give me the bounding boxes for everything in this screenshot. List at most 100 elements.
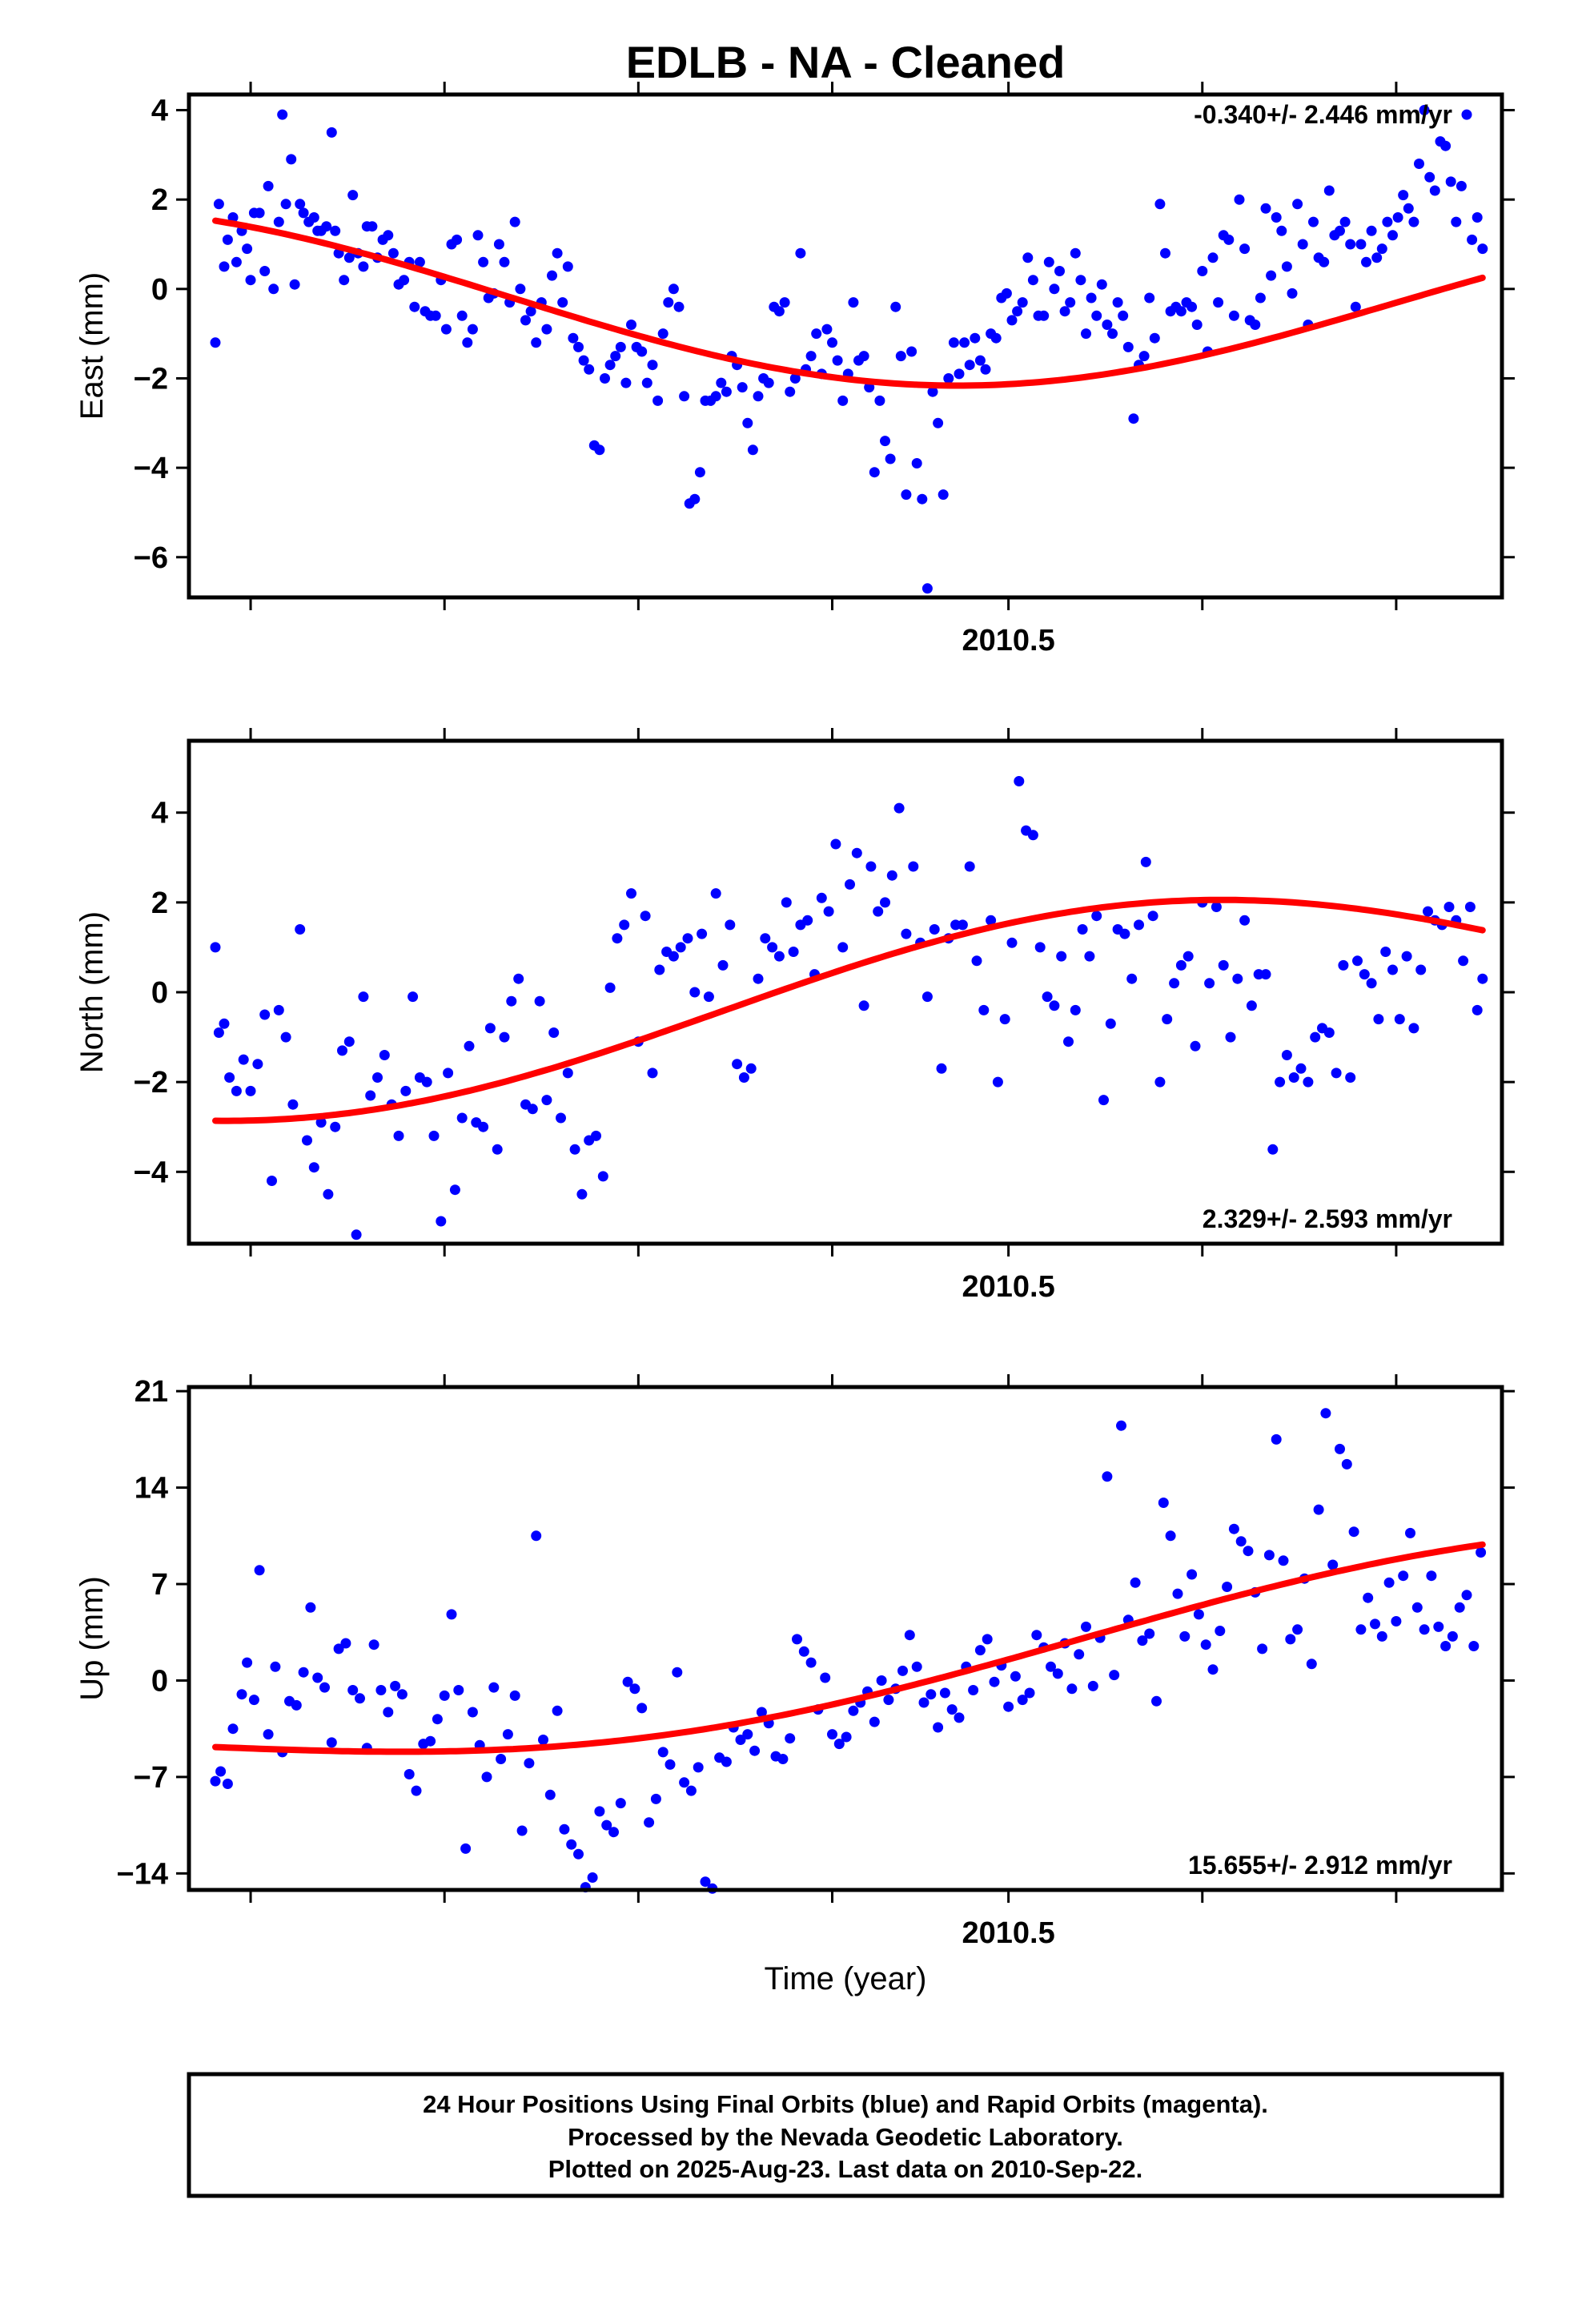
- east-point: [785, 386, 796, 397]
- up-point: [968, 1685, 979, 1695]
- north-point: [408, 991, 419, 1003]
- east-point: [1445, 176, 1456, 187]
- east-point: [1070, 247, 1081, 259]
- east-point: [1138, 351, 1150, 362]
- up-point: [1235, 1536, 1247, 1547]
- east-point: [789, 373, 801, 384]
- north-point: [1408, 1023, 1419, 1034]
- up-point: [326, 1737, 337, 1748]
- up-point: [974, 1645, 986, 1656]
- east-point: [1271, 212, 1282, 223]
- up-point: [749, 1745, 761, 1756]
- east-point: [1154, 199, 1166, 210]
- up-point: [227, 1723, 239, 1735]
- up-point: [1271, 1433, 1282, 1445]
- north-point: [1056, 951, 1067, 962]
- up-point: [573, 1848, 584, 1860]
- east-point: [1043, 256, 1054, 267]
- up-point: [298, 1667, 309, 1678]
- east-point: [1451, 216, 1462, 227]
- up-point: [1179, 1630, 1191, 1642]
- east-point: [600, 373, 610, 384]
- north-point: [788, 947, 799, 957]
- north-point: [245, 1085, 256, 1096]
- up-point: [594, 1806, 605, 1817]
- north-point: [971, 955, 982, 967]
- east-point: [541, 324, 552, 335]
- north-point: [710, 888, 721, 899]
- east-point: [467, 324, 478, 335]
- north-point: [1027, 830, 1038, 841]
- east-point: [557, 297, 568, 308]
- up-point: [946, 1704, 958, 1715]
- east-point: [721, 386, 732, 397]
- north-point: [534, 995, 545, 1007]
- east-point: [959, 337, 970, 348]
- east-point: [1086, 292, 1097, 304]
- up-point: [869, 1716, 880, 1727]
- up-point: [1447, 1630, 1458, 1642]
- east-point: [509, 216, 520, 227]
- up-point: [798, 1646, 809, 1657]
- east-point: [647, 360, 658, 371]
- north-point: [1182, 951, 1194, 962]
- east-point: [1054, 266, 1065, 276]
- north-point: [1225, 1031, 1236, 1043]
- east-point: [689, 493, 701, 505]
- north-point: [1303, 1076, 1314, 1088]
- north-point: [1049, 1000, 1060, 1011]
- east-point: [694, 467, 705, 478]
- north-point: [845, 879, 855, 890]
- north-ytick-label: −4: [134, 1156, 168, 1189]
- up-point: [742, 1729, 753, 1740]
- east-point: [383, 230, 394, 241]
- east-ytick-label: −4: [134, 452, 168, 485]
- east-point: [347, 190, 359, 201]
- north-point: [873, 906, 884, 917]
- north-point: [1014, 776, 1025, 786]
- north-point: [393, 1130, 404, 1141]
- east-point: [298, 207, 309, 219]
- east-point: [763, 377, 774, 388]
- up-point: [756, 1707, 767, 1718]
- east-point: [1017, 297, 1028, 308]
- up-point: [841, 1731, 852, 1743]
- up-point: [411, 1785, 422, 1796]
- east-xtick-label: 2010.5: [962, 624, 1055, 657]
- east-point: [970, 332, 981, 344]
- east-point: [520, 315, 531, 326]
- up-point: [820, 1672, 831, 1683]
- north-point: [1140, 856, 1151, 867]
- north-point: [816, 892, 827, 903]
- up-point: [1335, 1443, 1345, 1454]
- east-point: [901, 489, 912, 501]
- up-ytick-label: 0: [151, 1664, 168, 1698]
- up-ytick-label: 7: [151, 1568, 168, 1602]
- up-ytick-label: −14: [117, 1857, 168, 1891]
- north-point: [1352, 955, 1363, 967]
- east-point: [1144, 292, 1155, 304]
- east-point: [1382, 216, 1393, 227]
- footer-line-1: 24 Hour Positions Using Final Orbits (bl…: [423, 2090, 1268, 2118]
- north-point: [1246, 1000, 1257, 1011]
- east-point: [584, 364, 595, 375]
- up-point: [1193, 1609, 1204, 1620]
- east-point: [339, 275, 350, 286]
- up-point: [425, 1735, 436, 1747]
- north-point: [1239, 915, 1251, 926]
- east-point: [515, 283, 526, 295]
- up-point: [1137, 1635, 1148, 1647]
- north-point: [675, 942, 686, 953]
- up-point: [721, 1756, 732, 1767]
- east-point: [286, 154, 297, 165]
- north-point: [1006, 937, 1018, 948]
- north-point: [837, 942, 849, 953]
- north-point: [302, 1135, 312, 1146]
- north-point: [1331, 1068, 1342, 1079]
- up-point: [911, 1661, 922, 1672]
- east-point: [295, 199, 306, 210]
- up-point: [1320, 1408, 1331, 1419]
- east-point: [1223, 234, 1235, 245]
- up-point: [939, 1687, 950, 1699]
- north-point: [858, 1000, 869, 1011]
